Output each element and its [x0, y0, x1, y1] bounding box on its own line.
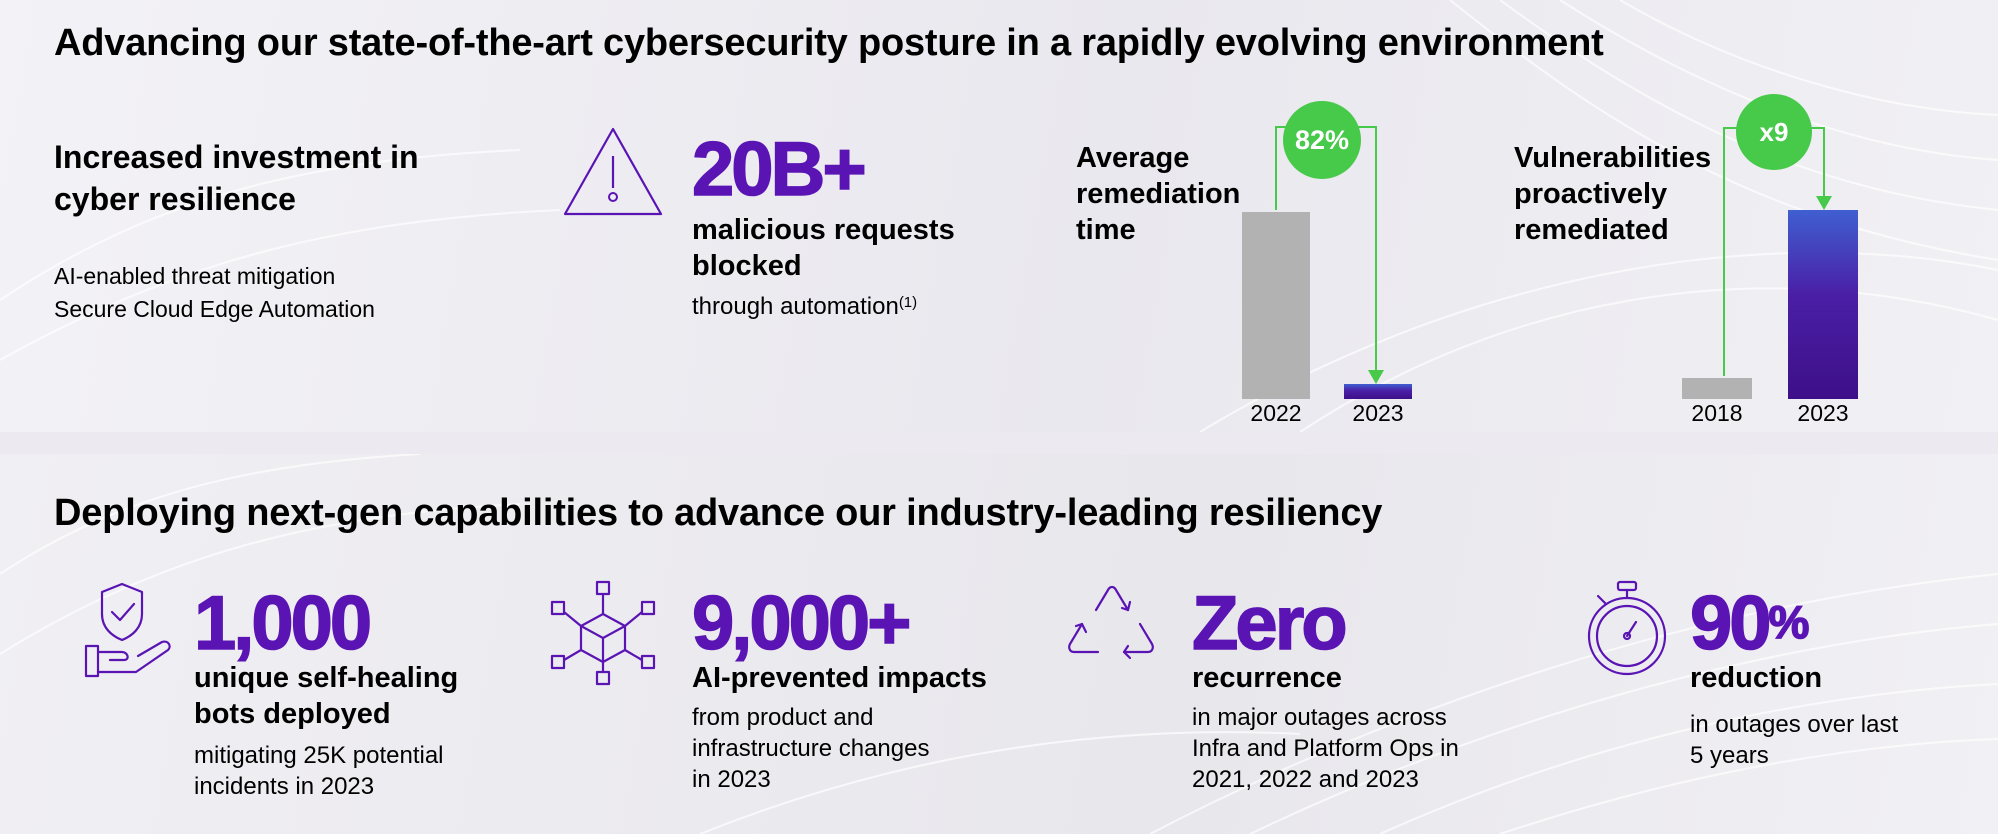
malicious-label-line2: blocked	[692, 250, 802, 282]
remediation-bar-2022	[1242, 212, 1310, 399]
vulnerabilities-connector	[1723, 127, 1832, 376]
vulnerabilities-label-line3: remediated	[1514, 214, 1669, 246]
stat-label-line1: recurrence	[1192, 662, 1342, 694]
vulnerabilities-label: Vulnerabilities proactively remediated	[1514, 140, 1711, 248]
network-cube-icon	[550, 580, 656, 686]
investment-heading-line2: cyber resilience	[54, 181, 296, 217]
stat-description: in major outages across Infra and Platfo…	[1192, 702, 1459, 795]
investment-item: Secure Cloud Edge Automation	[54, 296, 375, 322]
stat-value: 1,000	[193, 581, 373, 666]
stat-label: reduction	[1690, 660, 1822, 696]
stat-desc-line: mitigating 25K potential	[194, 742, 444, 769]
stat-label-line1: AI-prevented impacts	[692, 662, 987, 694]
remediation-label-line3: time	[1076, 214, 1136, 246]
stat-desc-line: Infra and Platform Ops in	[1192, 735, 1459, 762]
warning-triangle-icon	[563, 127, 663, 216]
top-section-title: Advancing our state-of-the-art cybersecu…	[54, 22, 1604, 64]
investment-heading: Increased investment in cyber resilience	[54, 136, 419, 220]
stat-desc-line: infrastructure changes	[692, 735, 930, 762]
malicious-requests-value: 20B+	[691, 127, 867, 212]
malicious-label-line1: malicious requests	[692, 214, 955, 246]
vulnerabilities-bar-2018	[1682, 378, 1752, 399]
stat-value: 9,000+	[691, 581, 912, 666]
top-panel: Advancing our state-of-the-art cybersecu…	[0, 0, 1998, 432]
remediation-label-line2: remediation	[1076, 178, 1241, 210]
stat-description: in outages over last 5 years	[1690, 709, 1898, 771]
stat-label: unique self-healing bots deployed	[194, 660, 458, 732]
stat-label: AI-prevented impacts	[692, 660, 987, 696]
recycle-icon	[1068, 585, 1154, 660]
remediation-label-line1: Average	[1076, 142, 1190, 174]
stat-desc-line: 5 years	[1690, 742, 1769, 769]
shield-hand-check-icon	[84, 582, 171, 678]
stat-label-line2: bots deployed	[194, 698, 391, 730]
investment-heading-line1: Increased investment in	[54, 139, 419, 175]
malicious-requests-note: through automation(1)	[692, 291, 917, 322]
remediation-label: Average remediation time	[1076, 140, 1240, 248]
stat-description: from product and infrastructure changes …	[692, 702, 929, 795]
bottom-panel: Deploying next-gen capabilities to advan…	[0, 454, 1998, 834]
stat-description: mitigating 25K potential incidents in 20…	[194, 740, 444, 802]
background-waves	[0, 454, 1998, 834]
vulnerabilities-label-line2: proactively	[1514, 178, 1668, 210]
stat-desc-line: in outages over last	[1690, 711, 1899, 738]
stat-desc-line: incidents in 2023	[194, 773, 375, 800]
stat-label-line1: unique self-healing	[194, 662, 459, 694]
stat-desc-line: from product and	[692, 704, 874, 731]
stat-desc-line: in major outages across	[1192, 704, 1447, 731]
stat-label-line1: reduction	[1690, 662, 1823, 694]
remediation-bar-2023	[1344, 384, 1412, 399]
stopwatch-icon	[1587, 580, 1667, 676]
vulnerabilities-year-2023: 2023	[1797, 400, 1849, 426]
stat-value: Zero	[1191, 581, 1348, 666]
stat-desc-line: in 2023	[692, 766, 771, 793]
remediation-year-2023: 2023	[1352, 400, 1404, 426]
footnote-marker: (1)	[898, 294, 918, 311]
malicious-note-text: through automation	[692, 293, 899, 320]
vulnerabilities-bar-2023	[1788, 210, 1858, 399]
stat-label: recurrence	[1192, 660, 1342, 696]
vulnerabilities-year-2018: 2018	[1691, 400, 1743, 426]
vulnerabilities-label-line1: Vulnerabilities	[1514, 142, 1712, 174]
malicious-requests-label: malicious requests blocked	[692, 212, 955, 284]
stat-value: 90%	[1689, 585, 1810, 663]
remediation-year-2022: 2022	[1250, 400, 1302, 426]
investment-item: AI-enabled threat mitigation	[54, 263, 336, 289]
stat-value-suffix: %	[1768, 595, 1810, 649]
stat-desc-line: 2021, 2022 and 2023	[1192, 766, 1419, 793]
vulnerabilities-badge: x9	[1736, 94, 1812, 170]
investment-list: AI-enabled threat mitigation Secure Clou…	[54, 260, 375, 326]
background-waves	[0, 0, 1998, 432]
remediation-badge: 82%	[1283, 101, 1361, 179]
stat-value-number: 90	[1689, 581, 1772, 666]
bottom-section-title: Deploying next-gen capabilities to advan…	[54, 492, 1383, 534]
